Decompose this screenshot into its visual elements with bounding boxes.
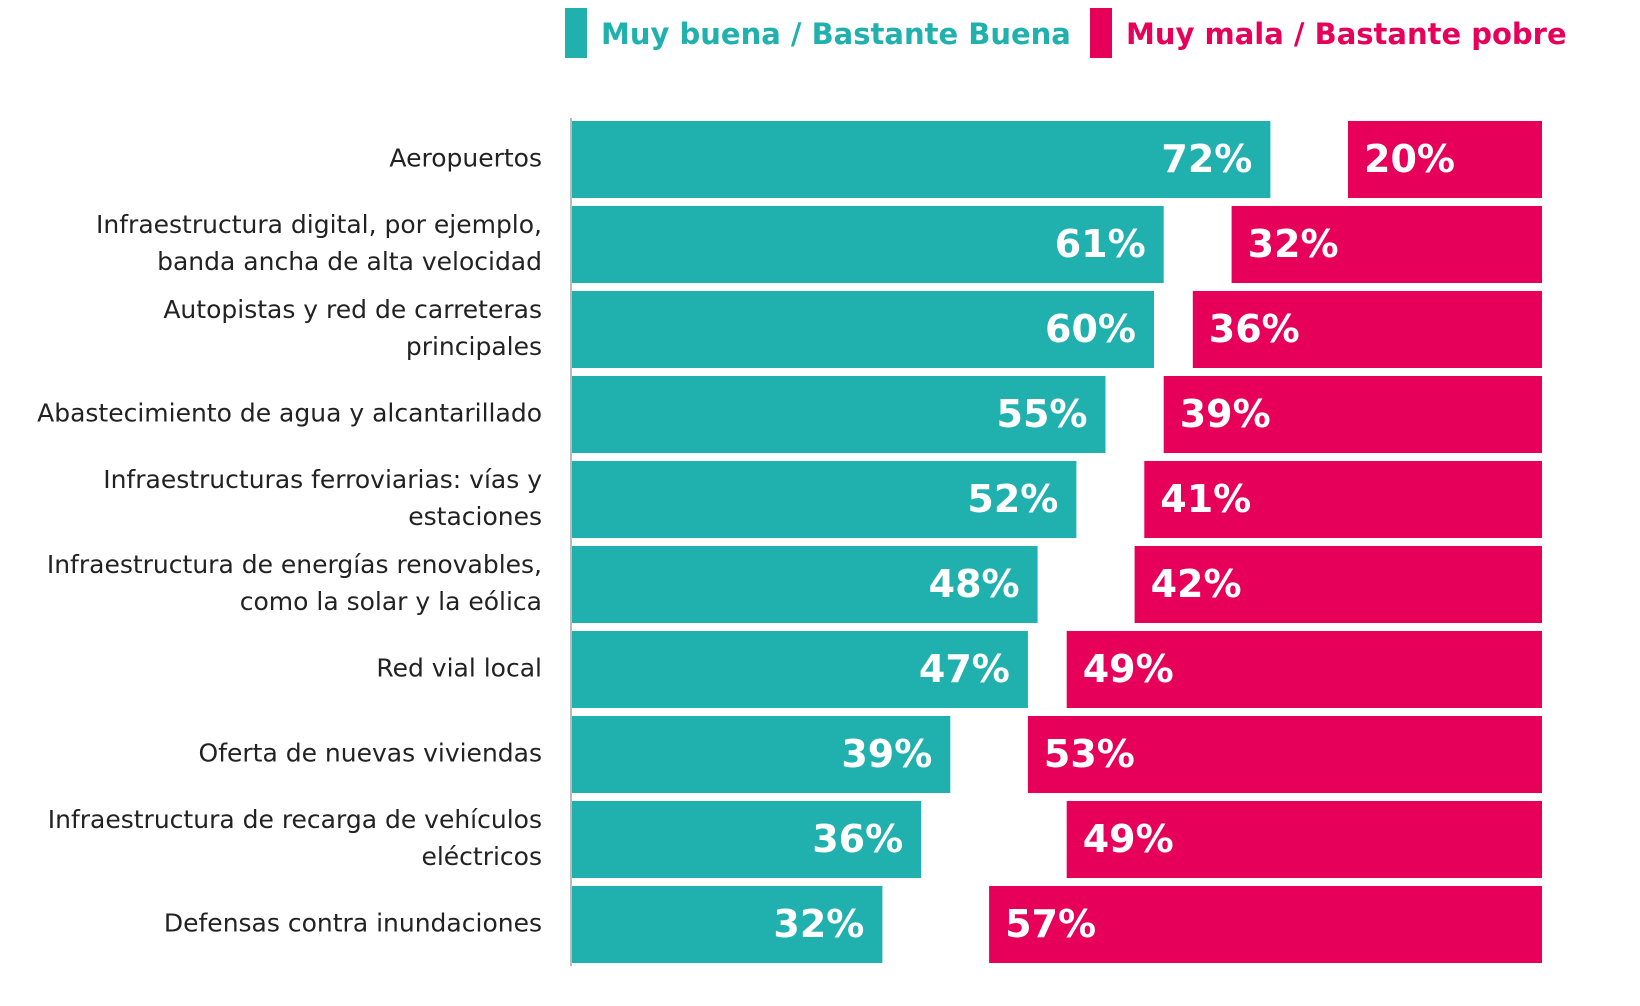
value-label: 60%: [1045, 307, 1136, 351]
bar: [1134, 546, 1542, 623]
value-label: 48%: [929, 562, 1020, 606]
category-label: Infraestructura de recarga de vehículos e…: [48, 805, 542, 871]
bar: [989, 886, 1542, 963]
category-label: Infraestructura digital, por ejemplo, ban…: [96, 210, 542, 276]
value-label: 47%: [919, 647, 1010, 691]
legend-swatch: [1090, 8, 1112, 58]
bar: [572, 546, 1038, 623]
bar: [572, 461, 1077, 538]
value-label: 49%: [1083, 647, 1174, 691]
bar: [1163, 376, 1542, 453]
category-label: Red vial local: [376, 654, 542, 683]
bar: [572, 121, 1271, 198]
category-label: Aeropuertos: [389, 144, 542, 173]
value-label: 57%: [1005, 902, 1096, 946]
value-label: 36%: [812, 817, 903, 861]
bar: [1066, 801, 1542, 878]
bar: [572, 716, 951, 793]
value-label: 20%: [1364, 137, 1455, 181]
value-label: 39%: [841, 732, 932, 776]
bar: [1066, 631, 1542, 708]
legend-label: Muy mala / Bastante pobre: [1126, 17, 1567, 51]
bar: [572, 376, 1106, 453]
bar: [572, 291, 1154, 368]
value-label: 52%: [967, 477, 1058, 521]
value-label: 41%: [1160, 477, 1251, 521]
legend-swatch: [565, 8, 587, 58]
category-label: Defensas contra inundaciones: [164, 909, 542, 938]
bar: [1348, 121, 1542, 198]
value-label: 49%: [1083, 817, 1174, 861]
value-label: 36%: [1209, 307, 1300, 351]
value-label: 39%: [1180, 392, 1271, 436]
category-label: Infraestructuras ferroviarias: vías y est…: [103, 465, 542, 531]
category-label: Autopistas y red de carreteras principale…: [163, 295, 542, 361]
value-label: 55%: [997, 392, 1088, 436]
value-label: 32%: [773, 902, 864, 946]
bar: [1192, 291, 1542, 368]
bar: [1027, 716, 1542, 793]
bar: [572, 801, 922, 878]
value-label: 72%: [1161, 137, 1252, 181]
bar: [572, 886, 883, 963]
legend-label: Muy buena / Bastante Buena: [601, 17, 1071, 51]
bar: [1144, 461, 1542, 538]
bar: [1231, 206, 1542, 283]
value-label: 42%: [1151, 562, 1242, 606]
value-label: 61%: [1055, 222, 1146, 266]
category-label: Abastecimiento de agua y alcantarillado: [37, 399, 542, 428]
category-label: Oferta de nuevas viviendas: [199, 739, 542, 768]
value-label: 53%: [1044, 732, 1135, 776]
category-label: Infraestructura de energías renovables, c…: [47, 550, 542, 616]
bar: [572, 631, 1028, 708]
value-label: 32%: [1248, 222, 1339, 266]
bar: [572, 206, 1164, 283]
